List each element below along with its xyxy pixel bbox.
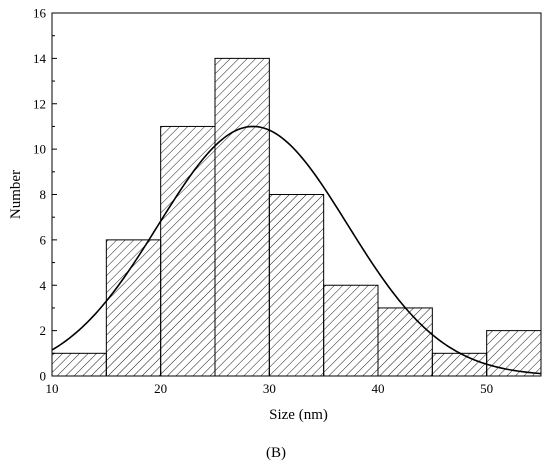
y-tick-label: 12 [33, 96, 46, 111]
axis-ticks: 10 20 30 40 50 0 2 4 6 8 10 12 14 16 [33, 6, 493, 397]
histogram-bar-2 [105, 239, 162, 377]
x-tick-label: 10 [46, 381, 59, 396]
x-tick-label: 30 [263, 381, 276, 396]
y-tick-label: 2 [40, 323, 47, 338]
panel-label: (B) [266, 445, 286, 461]
y-axis-title: Number [8, 170, 24, 219]
histogram-bar-5 [268, 194, 325, 377]
gaussian-fit-curve [51, 125, 542, 375]
y-tick-label: 6 [40, 232, 47, 247]
y-tick-label: 8 [40, 187, 47, 202]
x-axis-title: Size (nm) [269, 407, 328, 423]
histogram-bar-4 [214, 57, 270, 377]
histogram-bar-1 [51, 352, 107, 377]
y-tick-label: 10 [33, 142, 46, 157]
histogram-bar-7 [377, 307, 433, 377]
histogram-bars [51, 57, 542, 377]
histogram-bar-9 [486, 330, 542, 377]
y-tick-label: 0 [40, 369, 47, 384]
x-tick-label: 20 [154, 381, 167, 396]
x-tick-label: 40 [372, 381, 385, 396]
y-tick-label: 4 [40, 278, 47, 293]
x-tick-label: 50 [480, 381, 493, 396]
histogram-bar-3 [160, 125, 216, 377]
histogram-bar-6 [323, 284, 379, 377]
histogram-bar-8 [431, 352, 488, 377]
y-tick-label: 16 [33, 6, 47, 21]
y-tick-label: 14 [33, 51, 47, 66]
